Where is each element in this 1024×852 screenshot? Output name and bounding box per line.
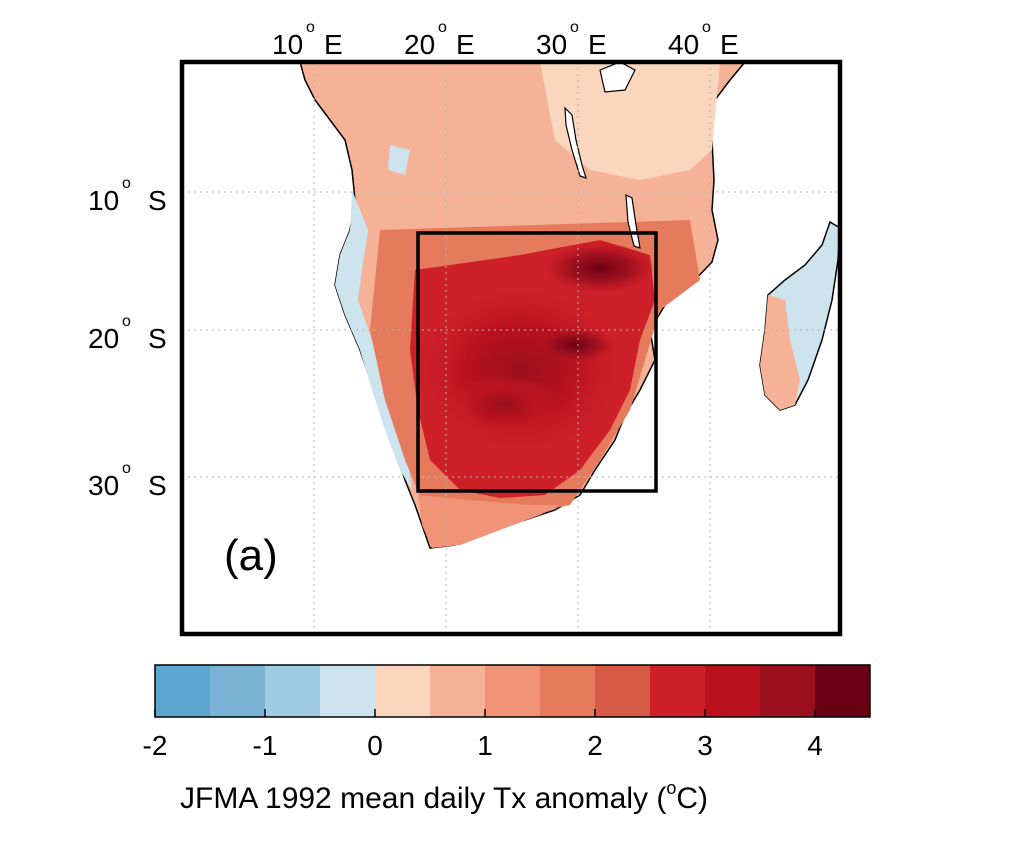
lat-tick-suffix: S <box>148 323 167 354</box>
lat-tick-20: 20 o S <box>88 313 167 354</box>
colorbar-bin <box>540 665 596 717</box>
lon-tick-20: 20 o E <box>404 19 475 60</box>
lon-tick-10: 10 o E <box>272 19 343 60</box>
lake-tanganyika <box>564 106 587 179</box>
lat-tick-degree: o <box>122 175 131 192</box>
lon-tick-value: 30 <box>536 29 567 60</box>
lon-tick-suffix: E <box>456 29 475 60</box>
colorbar-bin <box>320 665 376 717</box>
lon-tick-degree: o <box>570 19 579 36</box>
gridlines <box>182 62 840 634</box>
colorbar-label-main: JFMA 1992 mean daily Tx anomaly ( <box>180 782 666 815</box>
colorbar-ticks: -2 -1 0 1 2 3 4 <box>143 709 823 761</box>
lat-tick-value: 10 <box>88 185 119 216</box>
hot-center-4 <box>450 375 560 435</box>
colorbar-bin <box>705 665 761 717</box>
lat-tick-suffix: S <box>148 470 167 501</box>
madagascar-warm-fringe <box>760 295 800 410</box>
colorbar-tick-label: 2 <box>587 730 603 761</box>
colorbar <box>154 664 871 718</box>
lat-tick-30: 30 o S <box>88 460 167 501</box>
colorbar-bin <box>485 665 541 717</box>
study-region-box <box>416 231 658 493</box>
colorbar-bin <box>760 665 816 717</box>
colorbar-label-unit-tail: C) <box>676 782 708 815</box>
lon-tick-suffix: E <box>588 29 607 60</box>
colorbar-tick-label: -1 <box>253 730 278 761</box>
colorbar-bin <box>375 665 431 717</box>
lon-tick-value: 20 <box>404 29 435 60</box>
colorbar-bin <box>650 665 706 717</box>
colorbar-bin <box>155 665 211 717</box>
northern-cool-patch <box>388 145 410 175</box>
lon-tick-30: 30 o E <box>536 19 607 60</box>
lon-tick-40: 40 o E <box>668 19 739 60</box>
lon-tick-suffix: E <box>720 29 739 60</box>
lon-tick-suffix: E <box>324 29 343 60</box>
lat-tick-degree: o <box>122 460 131 477</box>
colorbar-tick-label: 3 <box>697 730 713 761</box>
map-panel <box>182 62 840 634</box>
colorbar-tick-label: 1 <box>477 730 493 761</box>
colorbar-label-unit-sup: o <box>666 778 676 798</box>
northeast-pale-zone <box>540 62 720 180</box>
colorbar-bin <box>265 665 321 717</box>
panel-label: (a) <box>224 531 278 580</box>
colorbar-tick-label: 4 <box>807 730 823 761</box>
lon-tick-value: 40 <box>668 29 699 60</box>
lon-tick-degree: o <box>306 19 315 36</box>
colorbar-tick-label: 0 <box>367 730 383 761</box>
hot-center-2 <box>545 243 655 293</box>
hot-center-3 <box>535 327 615 363</box>
colorbar-bin <box>815 665 871 717</box>
map-frame <box>179 59 843 637</box>
colorbar-bin <box>210 665 266 717</box>
lat-tick-value: 20 <box>88 323 119 354</box>
lat-tick-10: 10 o S <box>88 175 167 216</box>
colorbar-bin <box>430 665 486 717</box>
cape-pale-zone <box>418 495 560 548</box>
lon-tick-degree: o <box>438 19 447 36</box>
lon-tick-degree: o <box>702 19 711 36</box>
lat-tick-value: 30 <box>88 470 119 501</box>
colorbar-bin <box>595 665 651 717</box>
lat-tick-degree: o <box>122 313 131 330</box>
colorbar-label: JFMA 1992 mean daily Tx anomaly (oC) <box>180 778 708 815</box>
lat-tick-suffix: S <box>148 185 167 216</box>
colorbar-frame <box>154 664 871 718</box>
lon-tick-value: 10 <box>272 29 303 60</box>
colorbar-tick-label: -2 <box>143 730 168 761</box>
